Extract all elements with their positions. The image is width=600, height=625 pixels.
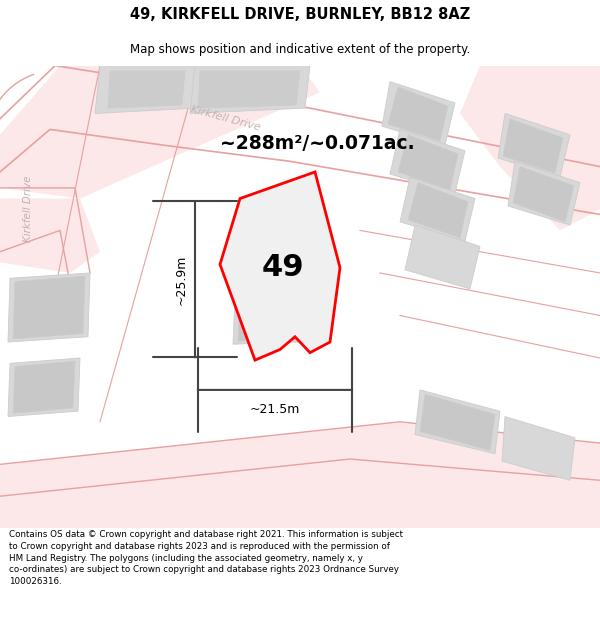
Text: Kirkfell Drive: Kirkfell Drive (189, 104, 261, 133)
Text: Kirkfell Drive: Kirkfell Drive (23, 176, 33, 242)
Polygon shape (502, 416, 575, 480)
Polygon shape (0, 199, 100, 273)
Polygon shape (108, 71, 185, 108)
Polygon shape (513, 167, 574, 222)
Polygon shape (398, 135, 458, 190)
Polygon shape (508, 161, 580, 225)
Polygon shape (460, 66, 600, 231)
Polygon shape (498, 114, 570, 178)
Polygon shape (415, 390, 500, 454)
Polygon shape (198, 71, 300, 108)
Text: ~21.5m: ~21.5m (250, 402, 300, 416)
Polygon shape (233, 299, 300, 344)
Polygon shape (13, 276, 85, 339)
Polygon shape (190, 66, 310, 114)
Polygon shape (503, 119, 563, 173)
Text: Contains OS data © Crown copyright and database right 2021. This information is : Contains OS data © Crown copyright and d… (9, 530, 403, 586)
Polygon shape (238, 302, 296, 341)
Polygon shape (8, 358, 80, 416)
Text: ~288m²/~0.071ac.: ~288m²/~0.071ac. (220, 134, 415, 152)
Polygon shape (408, 182, 468, 238)
Polygon shape (420, 394, 495, 451)
Text: ~25.9m: ~25.9m (175, 254, 187, 304)
Polygon shape (405, 225, 480, 289)
Polygon shape (220, 172, 340, 360)
Text: 49, KIRKFELL DRIVE, BURNLEY, BB12 8AZ: 49, KIRKFELL DRIVE, BURNLEY, BB12 8AZ (130, 7, 470, 22)
Polygon shape (390, 129, 465, 193)
Polygon shape (0, 422, 600, 528)
Polygon shape (95, 66, 200, 114)
Text: Map shows position and indicative extent of the property.: Map shows position and indicative extent… (130, 42, 470, 56)
Polygon shape (8, 273, 90, 342)
Polygon shape (0, 66, 320, 199)
Polygon shape (388, 87, 448, 141)
Polygon shape (400, 177, 475, 241)
Text: 49: 49 (262, 253, 304, 282)
Polygon shape (382, 82, 455, 146)
Polygon shape (13, 361, 75, 413)
